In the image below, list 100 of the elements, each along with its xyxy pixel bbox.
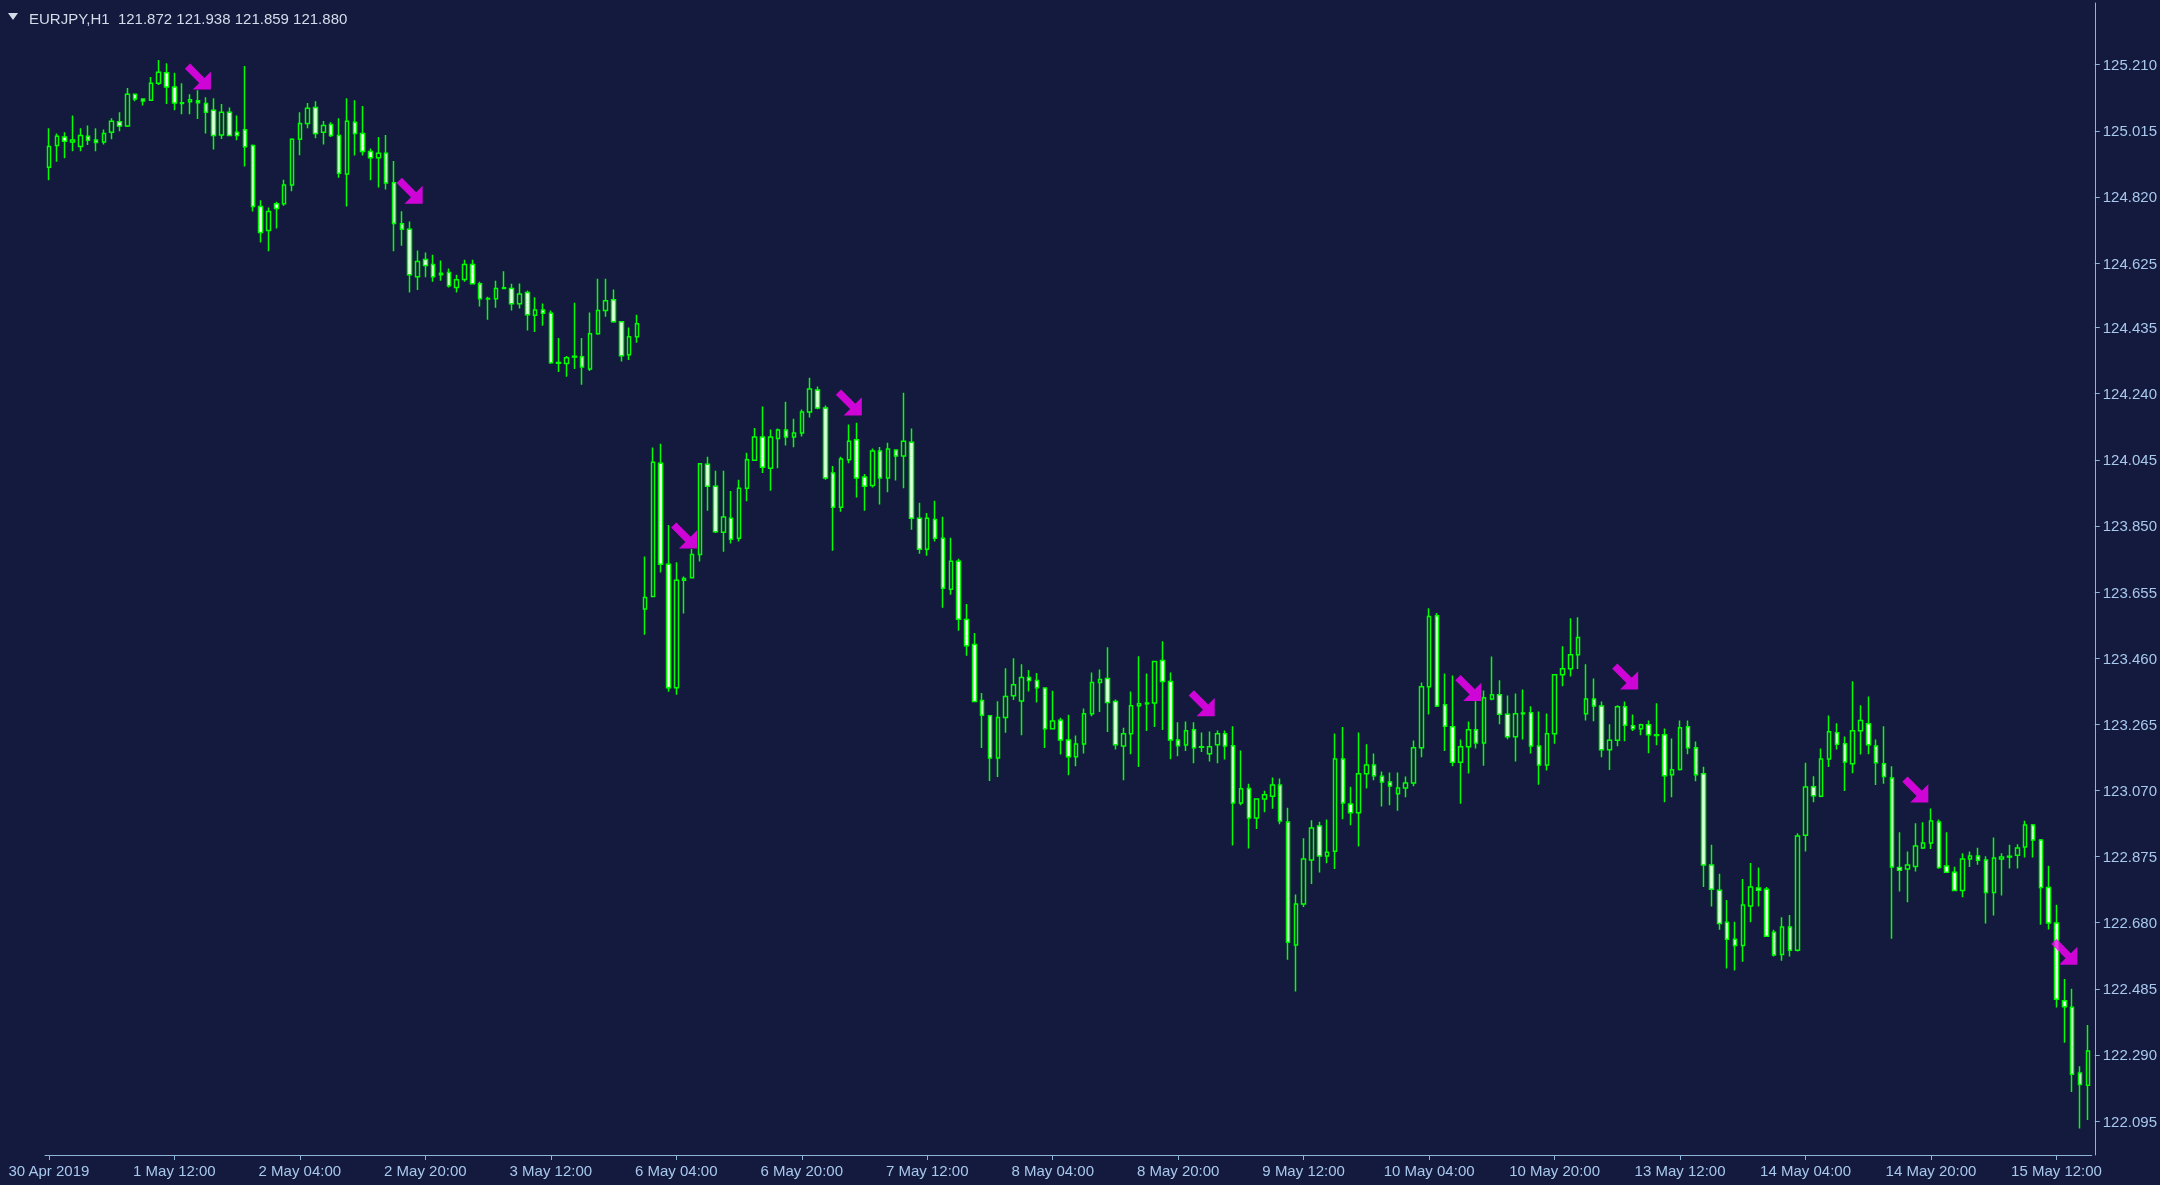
candlestick <box>203 96 209 135</box>
candlestick <box>171 72 178 111</box>
candlestick <box>1183 720 1189 752</box>
candlestick <box>524 289 531 332</box>
candlestick <box>1379 770 1385 808</box>
candlestick <box>383 134 389 191</box>
text: EURJPY,H1 121.872 121.938 121.859 121.880 <box>29 10 348 27</box>
candlestick <box>1661 727 1668 804</box>
candlestick <box>657 443 664 574</box>
candlestick <box>689 548 695 579</box>
candlestick <box>422 251 429 279</box>
x-tick-label: 2 May 04:00 <box>258 1162 342 1179</box>
candlestick <box>508 283 515 312</box>
candlestick <box>116 111 123 132</box>
candlestick <box>602 277 609 318</box>
candlestick <box>1512 692 1519 763</box>
candlestick <box>1685 719 1691 755</box>
candlestick <box>1073 734 1079 768</box>
y-tick-label: 123.850 <box>2102 517 2158 535</box>
candlestick <box>124 87 131 128</box>
candlestick <box>1716 873 1723 931</box>
candlestick <box>846 423 852 464</box>
candlestick <box>1598 700 1605 758</box>
candlestick <box>1081 707 1087 755</box>
candlestick <box>1983 855 1989 925</box>
candlestick <box>1998 852 2005 897</box>
candlestick <box>908 427 915 531</box>
candlestick <box>1959 852 1966 899</box>
candlestick <box>46 127 52 182</box>
candlestick <box>1873 738 1879 786</box>
candlestick <box>1120 726 1127 782</box>
candlestick <box>1693 740 1699 783</box>
candlestick <box>148 76 154 102</box>
candlestick <box>1136 655 1142 768</box>
candlestick <box>1481 689 1487 767</box>
x-tick-label: 13 May 12:00 <box>1634 1162 1726 1179</box>
candlestick <box>595 277 601 336</box>
candlestick <box>1677 719 1683 772</box>
candlestick <box>2085 1024 2091 1121</box>
y-tick-label: 124.045 <box>2102 451 2158 469</box>
y-tick-label: 122.680 <box>2102 914 2158 932</box>
candlestick <box>1622 700 1628 743</box>
candlestick <box>1057 717 1064 756</box>
candlestick <box>1724 899 1730 970</box>
candlestick <box>1214 729 1221 765</box>
candlestick <box>1371 752 1377 782</box>
candlestick <box>1842 735 1848 792</box>
candlestick <box>987 715 993 782</box>
candlestick <box>838 456 844 513</box>
candlestick <box>477 281 483 308</box>
x-tick-label: 30 Apr 2019 <box>8 1162 90 1179</box>
x-tick-label: 6 May 04:00 <box>635 1162 718 1179</box>
candlestick <box>791 418 797 448</box>
candlestick <box>1034 672 1040 704</box>
point <box>2051 938 2078 965</box>
candlestick <box>344 97 350 208</box>
candlestick <box>900 391 907 490</box>
candlestick <box>1269 776 1276 810</box>
candlestick <box>1097 668 1103 713</box>
candlestick <box>1920 821 1926 850</box>
candlestick <box>869 447 876 489</box>
x-tick-label: 15 May 12:00 <box>2011 1162 2102 1179</box>
candlestick <box>540 302 546 327</box>
candlestick <box>2022 819 2028 859</box>
candlestick <box>469 258 476 286</box>
candlestick <box>61 131 68 160</box>
candlestick <box>955 558 962 632</box>
candlestick <box>1881 725 1887 785</box>
candlestick <box>1449 674 1456 768</box>
candlestick <box>1755 866 1762 908</box>
candlestick <box>1794 832 1801 953</box>
candlestick <box>1591 677 1597 723</box>
candlestick <box>1857 704 1864 756</box>
candlestick <box>1395 771 1401 812</box>
candlestick <box>642 555 648 636</box>
y-tick-label: 123.265 <box>2102 715 2158 733</box>
candlestick <box>1253 798 1260 830</box>
candlestick <box>1167 671 1174 760</box>
candlestick <box>1387 771 1393 807</box>
candlestick <box>54 132 60 163</box>
candlestick <box>1198 731 1205 753</box>
candlestick <box>814 385 821 411</box>
candlestick <box>1943 831 1950 874</box>
candlestick <box>1473 700 1479 750</box>
candlestick <box>1285 806 1291 961</box>
candlestick <box>1708 843 1715 908</box>
candlestick <box>1700 765 1707 888</box>
candlestick <box>1324 818 1330 865</box>
candlestick <box>830 465 836 552</box>
candlestick <box>1849 680 1856 774</box>
y-tick-label: 124.435 <box>2102 319 2158 337</box>
candlestick <box>1771 929 1777 958</box>
candlestick <box>995 700 1001 778</box>
candlestick <box>1112 698 1119 751</box>
candlestick <box>359 105 366 157</box>
candlestick <box>563 355 570 378</box>
candlestick <box>438 259 444 282</box>
candlestick <box>1928 807 1934 850</box>
y-tick-label: 123.070 <box>2102 781 2158 799</box>
candlestick <box>265 206 272 252</box>
